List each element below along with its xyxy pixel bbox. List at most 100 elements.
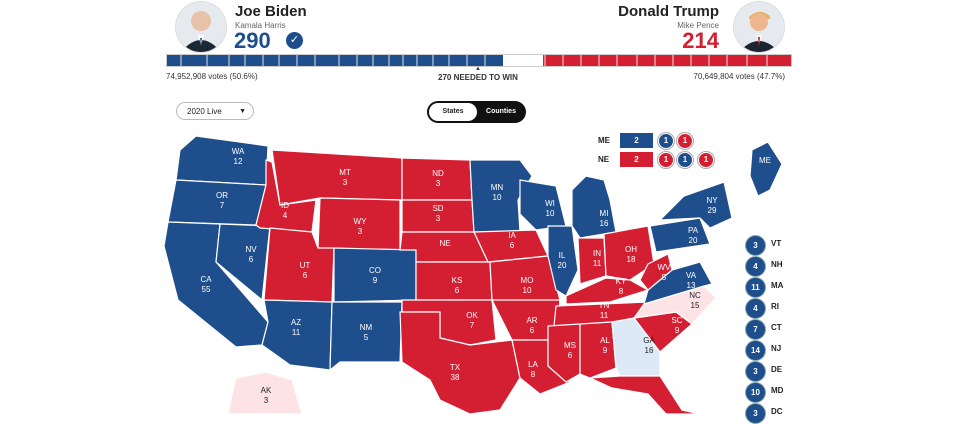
state-segment-dividers bbox=[180, 55, 768, 66]
state-ak[interactable] bbox=[227, 371, 303, 414]
state-co[interactable] bbox=[333, 247, 417, 303]
chevron-down-icon: ▼ bbox=[239, 108, 246, 115]
small-state-votes: 4 bbox=[745, 256, 766, 277]
check-icon: ✓ bbox=[286, 32, 303, 49]
state-ev-ia: 6 bbox=[510, 241, 515, 250]
district-total-ne: 2 bbox=[620, 152, 653, 167]
state-ev-mn: 10 bbox=[493, 193, 502, 202]
state-abbr-la: LA bbox=[528, 360, 538, 369]
state-abbr-co: CO bbox=[369, 266, 381, 275]
state-ev-ca: 55 bbox=[202, 285, 211, 294]
district-circle-ne-3: 1 bbox=[698, 152, 714, 168]
state-ev-al: 9 bbox=[603, 346, 608, 355]
state-ev-tx: 38 bbox=[451, 373, 460, 382]
small-state-abbr: DE bbox=[771, 365, 783, 374]
state-abbr-pa: PA bbox=[688, 226, 699, 235]
view-toggle[interactable]: States Counties bbox=[427, 101, 526, 123]
state-nv[interactable] bbox=[215, 223, 271, 301]
us-electoral-map[interactable]: WA12OR7CA55NV6ID4MT3WY3UT6AZ11CO9NM5ND3S… bbox=[0, 0, 973, 414]
state-oh[interactable] bbox=[603, 225, 655, 281]
state-ev-nv: 6 bbox=[249, 255, 254, 264]
state-mn[interactable] bbox=[469, 159, 533, 233]
small-state-votes: 3 bbox=[745, 361, 766, 382]
state-al[interactable] bbox=[579, 321, 617, 379]
state-nm[interactable] bbox=[329, 301, 403, 371]
small-state-votes: 10 bbox=[745, 382, 766, 403]
state-abbr-ut: UT bbox=[300, 261, 311, 270]
state-abbr-mn: MN bbox=[491, 183, 504, 192]
year-select-value: 2020 Live bbox=[187, 107, 222, 116]
district-label-me: ME bbox=[598, 136, 610, 145]
state-abbr-ms: MS bbox=[564, 341, 576, 350]
state-abbr-ca: CA bbox=[200, 275, 212, 284]
biden-name: Joe Biden bbox=[235, 3, 307, 20]
state-wi[interactable] bbox=[519, 179, 567, 231]
state-abbr-sd: SD bbox=[432, 204, 443, 213]
state-wa[interactable] bbox=[175, 135, 269, 186]
state-ev-il: 20 bbox=[558, 261, 567, 270]
dem-progress-fill bbox=[167, 55, 504, 66]
state-ev-nc: 15 bbox=[691, 301, 700, 310]
state-abbr-ky: KY bbox=[616, 277, 627, 286]
state-abbr-ga: GA bbox=[643, 336, 655, 345]
state-mt[interactable] bbox=[271, 149, 403, 206]
state-abbr-ny: NY bbox=[706, 196, 718, 205]
state-abbr-az: AZ bbox=[291, 318, 301, 327]
state-abbr-il: IL bbox=[559, 251, 566, 260]
state-ev-ky: 8 bbox=[619, 287, 624, 296]
state-ev-ga: 16 bbox=[645, 346, 654, 355]
state-ev-ks: 6 bbox=[455, 286, 460, 295]
state-ev-mo: 10 bbox=[523, 286, 532, 295]
trump-electoral-votes: 214 bbox=[682, 28, 719, 53]
state-fl[interactable] bbox=[589, 375, 701, 414]
state-ev-ar: 6 bbox=[530, 326, 535, 335]
state-ev-co: 9 bbox=[373, 276, 378, 285]
small-state-votes: 7 bbox=[745, 319, 766, 340]
biden-electoral-votes: 290 bbox=[234, 28, 271, 53]
state-ny[interactable] bbox=[659, 181, 733, 229]
state-abbr-in: IN bbox=[593, 249, 601, 258]
small-state-abbr: NH bbox=[771, 260, 783, 269]
trump-popular-votes: 70,649,804 votes (47.7%) bbox=[693, 72, 785, 81]
state-mi[interactable] bbox=[571, 175, 617, 239]
state-ev-wv: 5 bbox=[662, 273, 667, 282]
toggle-counties[interactable]: Counties bbox=[486, 108, 516, 115]
state-abbr-mo: MO bbox=[521, 276, 534, 285]
state-me[interactable] bbox=[749, 141, 783, 197]
state-abbr-al: AL bbox=[600, 336, 610, 345]
state-ms[interactable] bbox=[547, 323, 581, 383]
state-wv[interactable] bbox=[639, 253, 673, 291]
state-ev-ut: 6 bbox=[303, 271, 308, 280]
state-abbr-nd: ND bbox=[432, 169, 444, 178]
state-ev-or: 7 bbox=[220, 201, 225, 210]
state-abbr-ok: OK bbox=[466, 311, 478, 320]
small-state-abbr: NJ bbox=[771, 344, 782, 353]
biden-avatar bbox=[175, 1, 227, 53]
trump-running-mate: Mike Pence bbox=[677, 21, 719, 30]
biden-popular-votes: 74,952,908 votes (50.6%) bbox=[166, 72, 258, 81]
state-abbr-ak: AK bbox=[261, 386, 272, 395]
small-state-votes: 11 bbox=[745, 277, 766, 298]
threshold-label: 270 NEEDED TO WIN bbox=[438, 73, 518, 82]
state-abbr-id: ID bbox=[281, 201, 289, 210]
state-ev-ny: 29 bbox=[708, 206, 717, 215]
year-select[interactable]: 2020 Live ▼ bbox=[176, 102, 254, 120]
state-pa[interactable] bbox=[649, 217, 711, 253]
state-ev-pa: 20 bbox=[689, 236, 698, 245]
state-ev-wa: 12 bbox=[234, 157, 243, 166]
state-abbr-va: VA bbox=[686, 271, 697, 280]
toggle-states[interactable]: States bbox=[429, 103, 477, 121]
state-abbr-fl: FL bbox=[676, 382, 686, 391]
state-ev-in: 11 bbox=[593, 259, 602, 268]
state-abbr-nv: NV bbox=[245, 245, 257, 254]
state-or[interactable] bbox=[167, 179, 267, 226]
small-state-abbr: DC bbox=[771, 407, 783, 416]
small-state-votes: 14 bbox=[745, 340, 766, 361]
state-abbr-nc: NC bbox=[689, 291, 701, 300]
trump-name: Donald Trump bbox=[618, 3, 719, 20]
state-ev-la: 8 bbox=[531, 370, 536, 379]
state-tx[interactable] bbox=[399, 311, 521, 414]
biden-running-mate: Kamala Harris bbox=[235, 21, 286, 30]
state-ev-fl: 29 bbox=[677, 392, 686, 401]
state-ev-sd: 3 bbox=[436, 214, 441, 223]
